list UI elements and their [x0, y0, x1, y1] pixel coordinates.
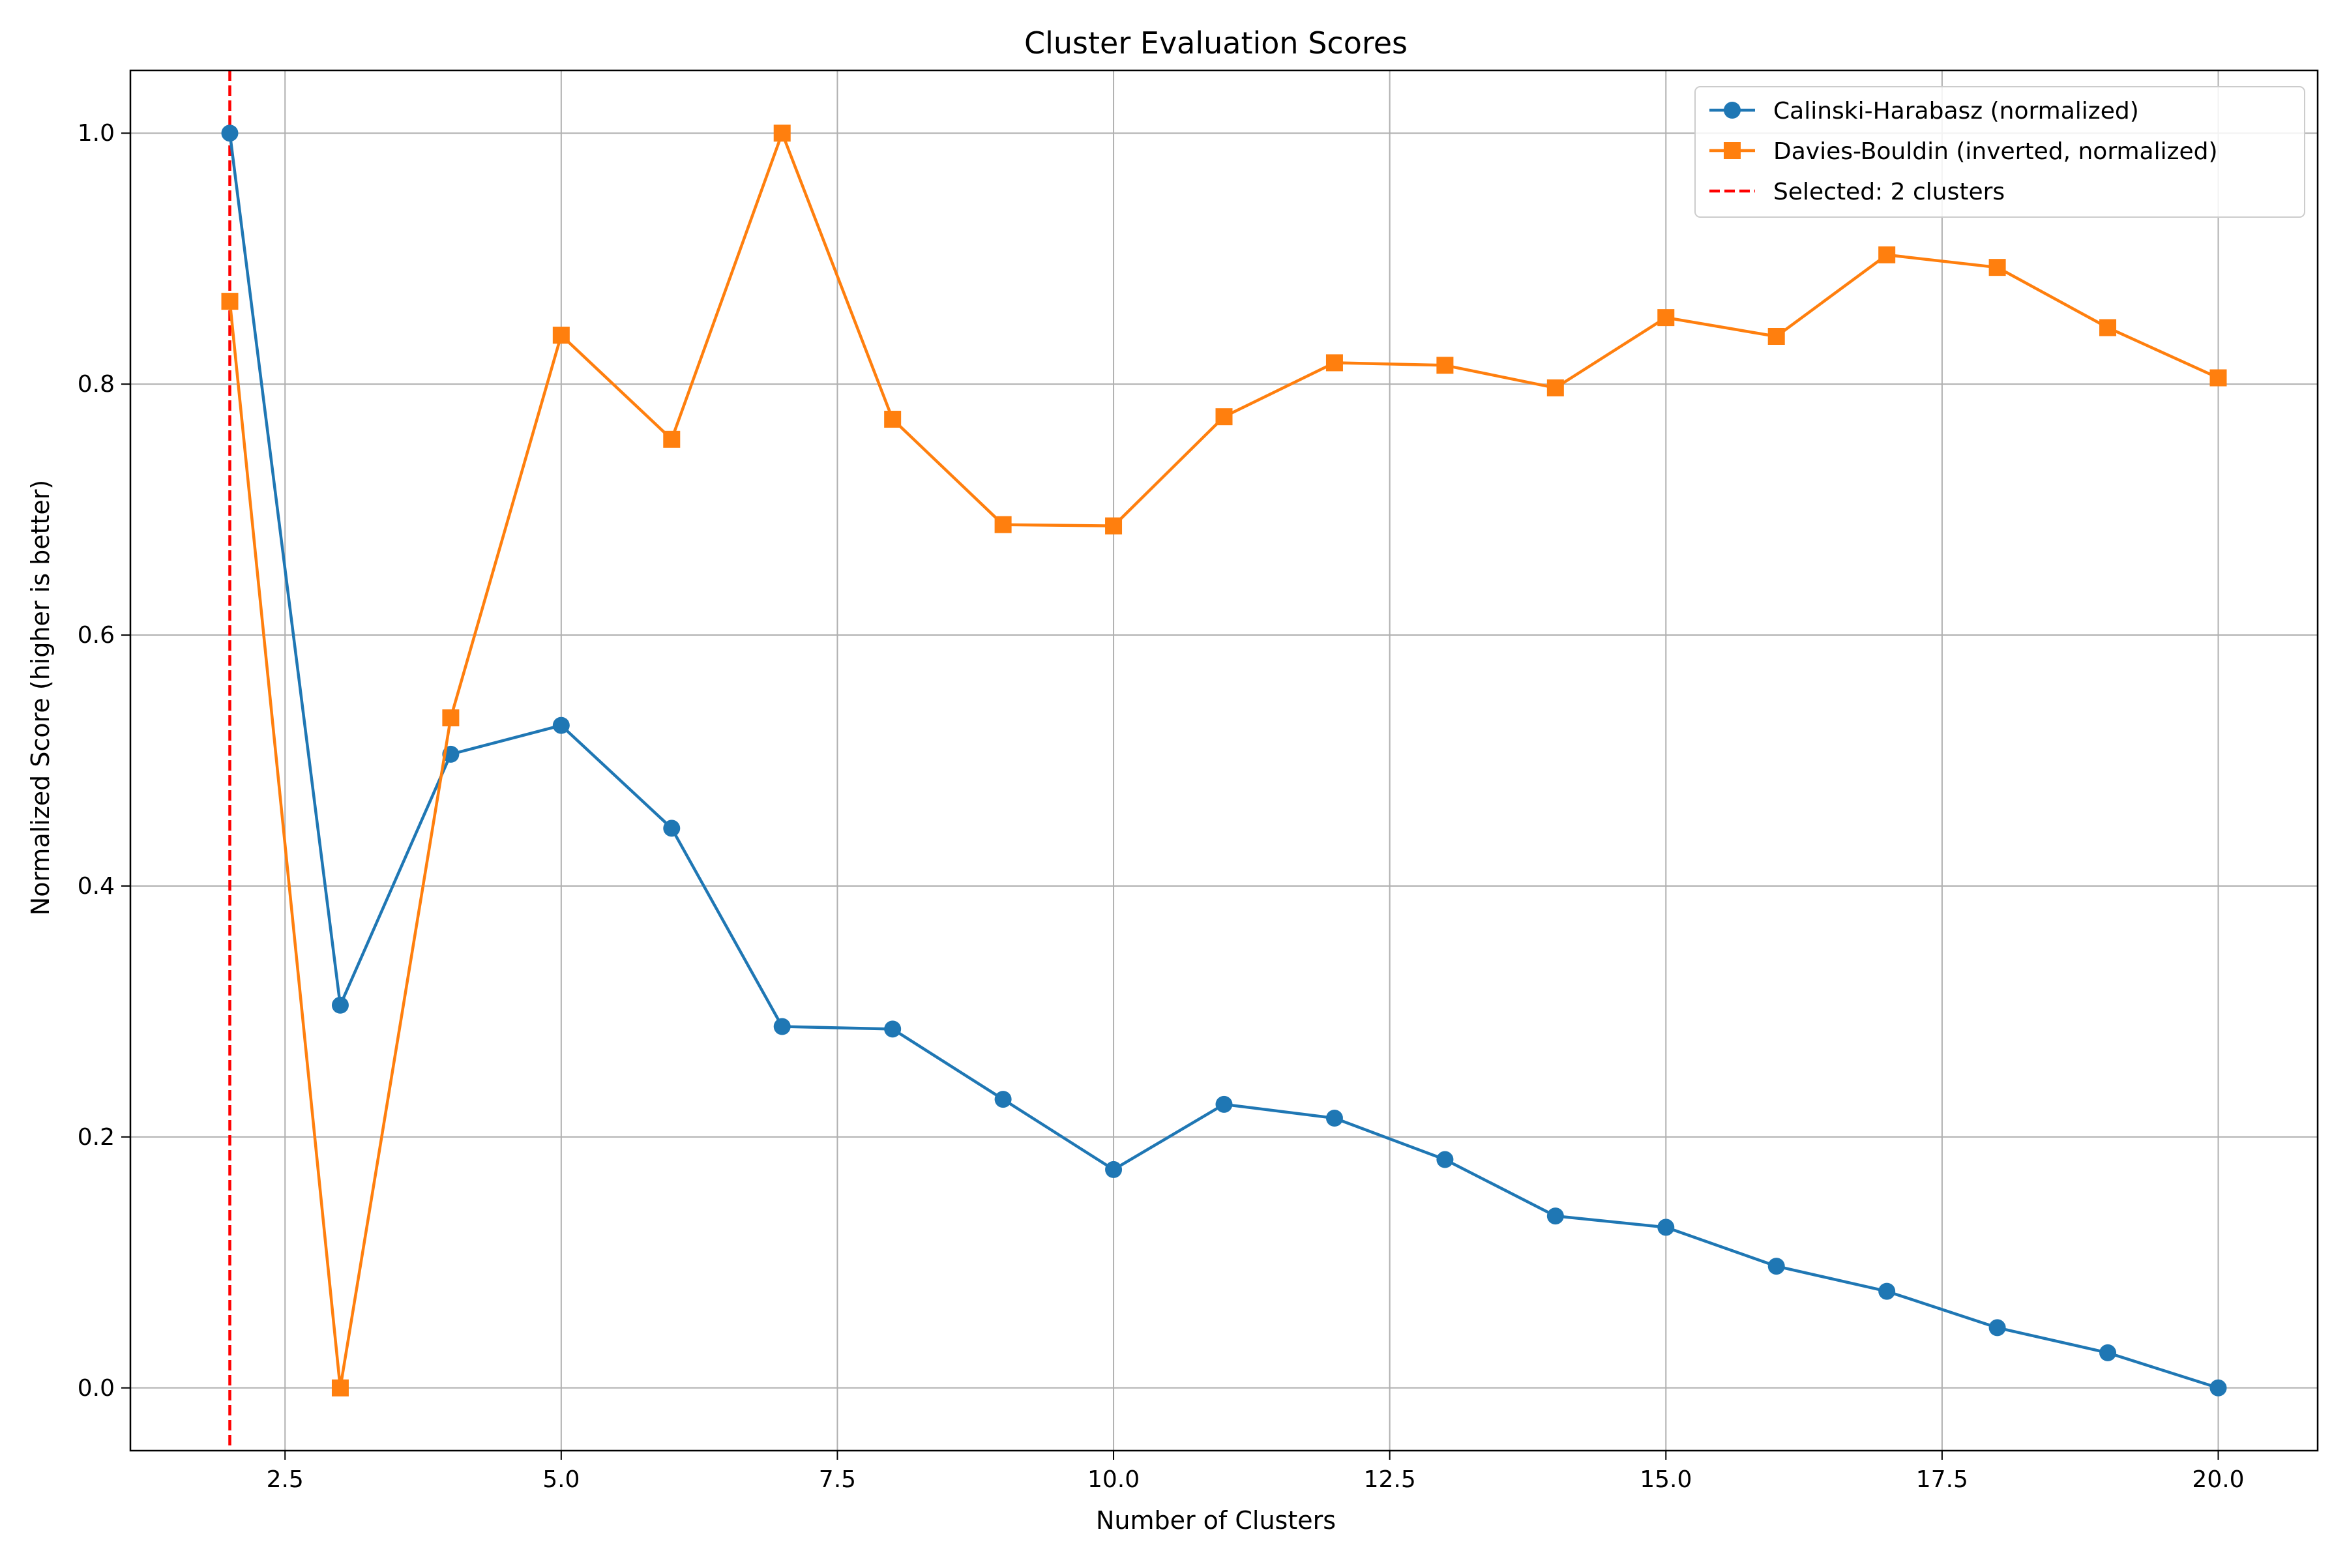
- data-point: [1105, 517, 1123, 535]
- axis-ticks: 2.5 5.0 7.5 10.0 12.5 15.0 17.5 20.0 0.0 0.2 0.4 0.…: [78, 120, 2245, 1493]
- x-tick-label: 17.5: [1916, 1466, 1968, 1493]
- legend-entry: Calinski-Harabasz (normalized): [1709, 98, 2139, 125]
- data-point: [1988, 259, 2006, 276]
- data-point: [1657, 1219, 1675, 1236]
- data-point: [1767, 1258, 1785, 1275]
- x-tick-label: 20.0: [2192, 1466, 2244, 1493]
- series-layer: [221, 125, 2227, 1397]
- data-point: [773, 1018, 791, 1035]
- data-point: [1878, 1282, 1896, 1300]
- data-point: [773, 125, 791, 142]
- legend-entry: Davies-Bouldin (inverted, normalized): [1709, 138, 2218, 165]
- legend-marker: [1724, 102, 1741, 119]
- data-point: [884, 1020, 902, 1038]
- y-tick-label: 1.0: [78, 120, 115, 147]
- y-tick-label: 0.2: [78, 1124, 115, 1151]
- data-point: [1546, 379, 1564, 396]
- data-point: [2099, 1344, 2117, 1361]
- grid-lines: [130, 70, 2318, 1451]
- plot-frame: [129, 69, 2319, 1452]
- data-point: [1878, 246, 1896, 263]
- series-2: [221, 125, 2227, 1397]
- data-point: [2209, 369, 2227, 387]
- y-tick-label: 0.0: [78, 1375, 115, 1402]
- data-point: [1325, 1109, 1343, 1127]
- legend-label: Davies-Bouldin (inverted, normalized): [1773, 138, 2218, 165]
- data-point: [1767, 328, 1785, 346]
- data-point: [884, 411, 902, 428]
- legend-box: [1694, 86, 2305, 218]
- x-tick-label: 7.5: [819, 1466, 856, 1493]
- y-tick-label: 0.8: [78, 371, 115, 398]
- data-point: [994, 1091, 1012, 1108]
- x-tick-label: 15.0: [1640, 1466, 1692, 1493]
- chart-title: Cluster Evaluation Scores: [1024, 25, 1408, 61]
- legend-label: Calinski-Harabasz (normalized): [1773, 98, 2139, 125]
- data-point: [221, 125, 239, 142]
- legend-label: Selected: 2 clusters: [1773, 179, 2005, 205]
- x-axis-label: Number of Clusters: [1096, 1506, 1336, 1535]
- x-tick-label: 2.5: [267, 1466, 304, 1493]
- legend: Calinski-Harabasz (normalized) Davies-Bou…: [1694, 86, 2305, 218]
- data-point: [1325, 354, 1343, 372]
- data-point: [221, 293, 239, 310]
- legend-marker: [1724, 142, 1741, 159]
- data-point: [994, 516, 1012, 533]
- data-point: [663, 430, 681, 448]
- x-tick-label: 5.0: [542, 1466, 580, 1493]
- data-point: [552, 717, 570, 734]
- data-point: [331, 1379, 349, 1397]
- data-point: [1215, 1095, 1233, 1113]
- legend-entry: Selected: 2 clusters: [1709, 179, 2005, 205]
- data-point: [663, 820, 681, 837]
- data-point: [1436, 357, 1454, 374]
- data-point: [1988, 1319, 2006, 1337]
- y-axis-label: Normalized Score (higher is better): [26, 480, 55, 915]
- y-tick-label: 0.4: [78, 873, 115, 900]
- y-tick-label: 0.6: [78, 622, 115, 649]
- data-point: [1105, 1161, 1123, 1178]
- x-tick-label: 10.0: [1087, 1466, 1140, 1493]
- data-point: [2099, 319, 2117, 336]
- data-point: [552, 327, 570, 344]
- data-point: [1657, 309, 1675, 327]
- data-point: [1215, 408, 1233, 426]
- x-tick-label: 12.5: [1364, 1466, 1416, 1493]
- data-point: [1546, 1207, 1564, 1225]
- data-point: [331, 996, 349, 1014]
- data-point: [2209, 1379, 2227, 1397]
- data-point: [1436, 1151, 1454, 1168]
- data-point: [442, 709, 460, 727]
- series-1: [221, 125, 2227, 1397]
